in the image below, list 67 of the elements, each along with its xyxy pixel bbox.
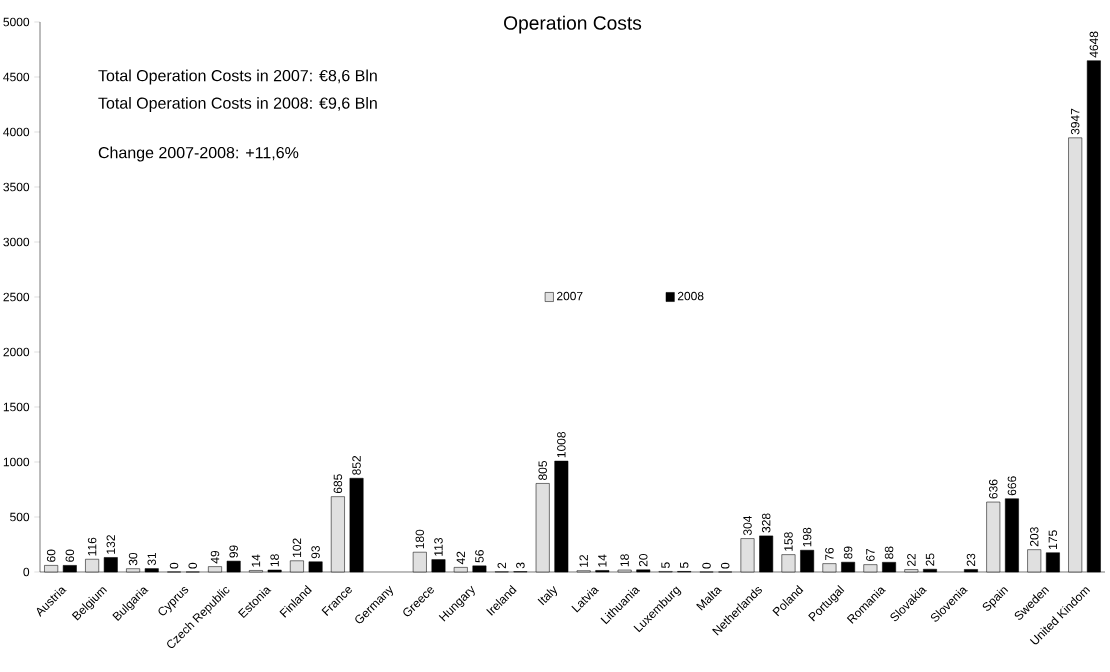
data-label: 14 [598,554,607,567]
data-label: 666 [1007,476,1017,496]
data-label: 116 [87,537,97,556]
data-label: 805 [538,461,547,480]
data-label: 42 [456,551,465,565]
data-label: 4648 [1089,31,1099,58]
data-label: 5 [661,562,670,569]
data-label: 49 [210,550,220,564]
y-tick-label: 3500 [3,182,30,192]
data-label: 23 [966,553,976,566]
data-label: 30 [128,552,138,566]
data-label: 31 [147,552,156,566]
data-label: 88 [884,546,894,559]
data-label: 0 [169,562,179,569]
data-label: 67 [866,548,875,562]
legend-label: 2008 [677,291,704,301]
y-tick-label: 5000 [3,17,30,27]
y-tick-label: 500 [10,512,30,522]
data-label: 89 [843,546,853,559]
data-label: 102 [292,538,302,557]
data-label: 60 [46,549,56,562]
data-label: 328 [761,513,771,533]
data-label: 18 [620,554,629,567]
data-label: 25 [925,553,935,566]
data-label: 22 [907,553,916,567]
data-label: 76 [825,547,834,561]
data-label: 158 [784,532,793,551]
data-label: 3 [516,562,525,569]
data-label: 180 [415,529,425,549]
data-label: 198 [802,527,812,547]
y-tick-label: 1000 [3,457,30,467]
data-label: 0 [702,562,711,569]
y-tick-label: 0 [23,567,30,577]
data-label: 20 [639,553,648,567]
data-label: 18 [270,554,279,567]
data-label: 2 [497,562,506,569]
annotation: Change 2007-2008: +11,6% [98,146,299,162]
data-label: 304 [743,515,752,536]
data-label: 12 [579,555,588,567]
y-tick-label: 4500 [3,72,30,82]
data-label: 852 [352,455,361,475]
annotation: Total Operation Costs in 2007: €8,6 Bln [98,69,377,85]
data-label: 685 [333,474,343,494]
data-label: 203 [1029,527,1039,547]
data-label: 636 [989,479,998,499]
data-label: 5 [680,562,689,569]
data-label: 60 [65,549,75,562]
data-label: 93 [311,546,320,559]
data-label: 14 [251,554,261,567]
y-tick-label: 2500 [3,292,30,302]
data-label: 3947 [1070,108,1080,135]
chart-title: Operation Costs [504,15,642,34]
data-label: 113 [434,538,443,556]
data-label: 1008 [557,432,566,458]
y-tick-label: 3000 [3,237,30,247]
y-tick-label: 1500 [3,402,30,412]
data-label: 0 [188,562,197,569]
data-label: 0 [720,562,730,569]
data-label: 99 [229,545,238,558]
legend-label: 2007 [557,291,583,301]
data-label: 132 [106,535,116,554]
data-label: 56 [475,550,484,563]
y-tick-label: 2000 [3,347,30,357]
annotation: Total Operation Costs in 2008: €9,6 Bln [98,97,377,112]
data-label: 175 [1048,530,1058,549]
x-tick-label: Italy [537,586,558,606]
y-tick-label: 4000 [3,127,30,137]
